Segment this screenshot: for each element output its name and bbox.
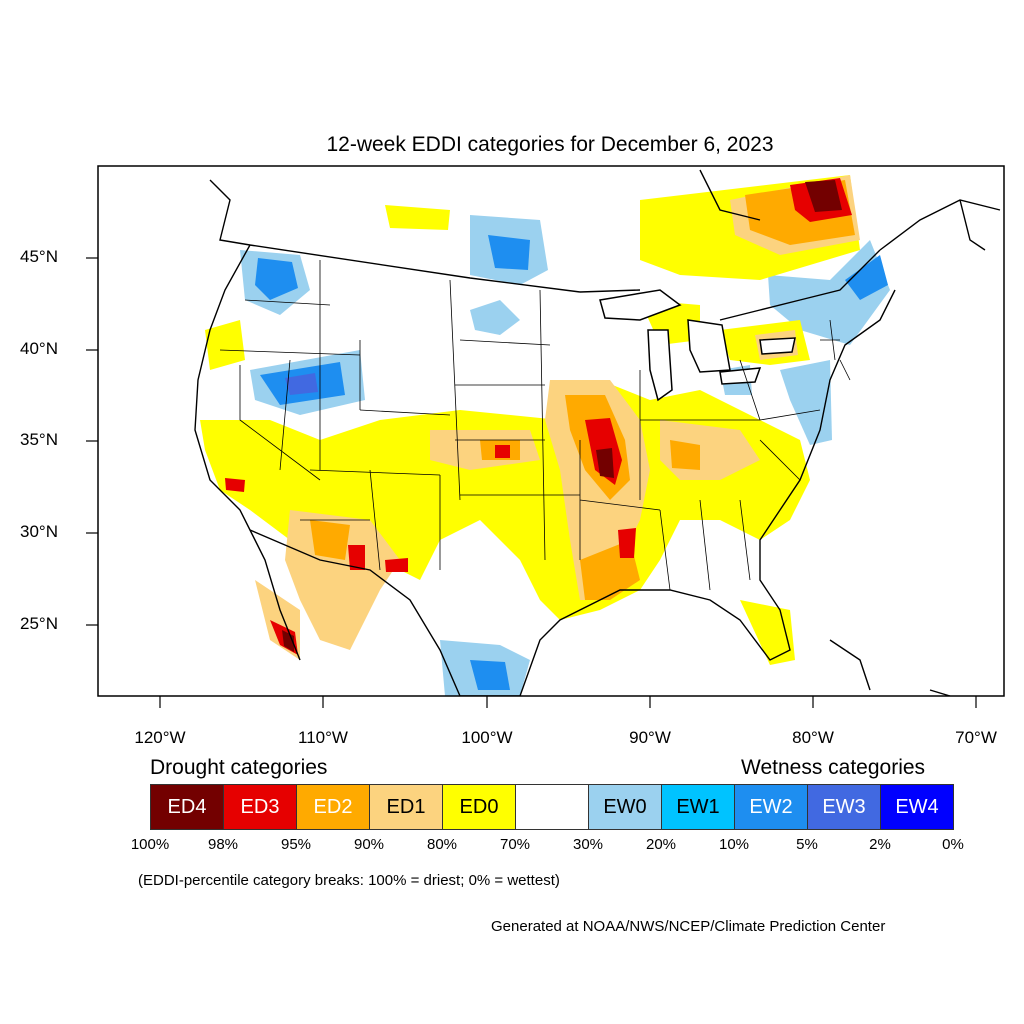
drought-patches — [200, 175, 860, 665]
lon-label-100: 100°W — [461, 728, 513, 747]
legend-cell-ed1: ED1 — [369, 784, 443, 830]
legend-cell-ed0: ED0 — [442, 784, 516, 830]
drought-categories-title: Drought categories — [150, 756, 328, 779]
legend-break-label: 5% — [796, 836, 818, 853]
legend-break-label: 80% — [426, 836, 458, 853]
legend-cell-normal — [515, 784, 589, 830]
legend-cell-ew0: EW0 — [588, 784, 662, 830]
lat-label-35: 35°N — [20, 430, 58, 449]
lon-label-110: 110°W — [298, 728, 348, 747]
legend-break-label: 10% — [718, 836, 750, 853]
lon-label-80: 80°W — [792, 728, 834, 747]
map-frame — [97, 165, 1005, 697]
borders — [194, 169, 1001, 696]
lat-label-25: 25°N — [20, 614, 58, 633]
lon-label-90: 90°W — [629, 728, 671, 747]
legend-break-label: 30% — [572, 836, 604, 853]
legend-cell-ew2: EW2 — [734, 784, 808, 830]
legend-cell-ew4: EW4 — [880, 784, 954, 830]
legend-cell-ew3: EW3 — [807, 784, 881, 830]
lon-label-70: 70°W — [955, 728, 997, 747]
lon-label-120: 120°W — [134, 728, 186, 747]
legend-break-label: 70% — [499, 836, 531, 853]
state-boundaries — [219, 260, 851, 591]
category-note: (EDDI-percentile category breaks: 100% =… — [138, 872, 560, 889]
legend-break-label: 20% — [645, 836, 677, 853]
wetness-categories-title: Wetness categories — [741, 756, 926, 779]
credit: Generated at NOAA/NWS/NCEP/Climate Predi… — [491, 918, 886, 935]
legend-cell-ed4: ED4 — [150, 784, 224, 830]
axis-ticks — [86, 257, 977, 708]
legend-cell-ed2: ED2 — [296, 784, 370, 830]
lat-label-45: 45°N — [20, 247, 58, 266]
great-lakes — [599, 289, 796, 402]
map-content — [190, 166, 1004, 696]
legend-bar: ED4 ED3 ED2 ED1 ED0 EW0 EW1 EW2 EW3 EW4 — [150, 784, 954, 830]
lat-label-40: 40°N — [20, 339, 58, 358]
legend-break-label: 2% — [869, 836, 891, 853]
legend-break-label: 100% — [130, 836, 170, 853]
legend-cell-ed3: ED3 — [223, 784, 297, 830]
legend-break-label: 90% — [353, 836, 385, 853]
legend-break-label: 95% — [280, 836, 312, 853]
legend-break-label: 98% — [207, 836, 239, 853]
map-title: 12-week EDDI categories for December 6, … — [326, 133, 774, 156]
legend-break-label: 0% — [942, 836, 964, 853]
legend-cell-ew1: EW1 — [661, 784, 735, 830]
lat-label-30: 30°N — [20, 522, 58, 541]
